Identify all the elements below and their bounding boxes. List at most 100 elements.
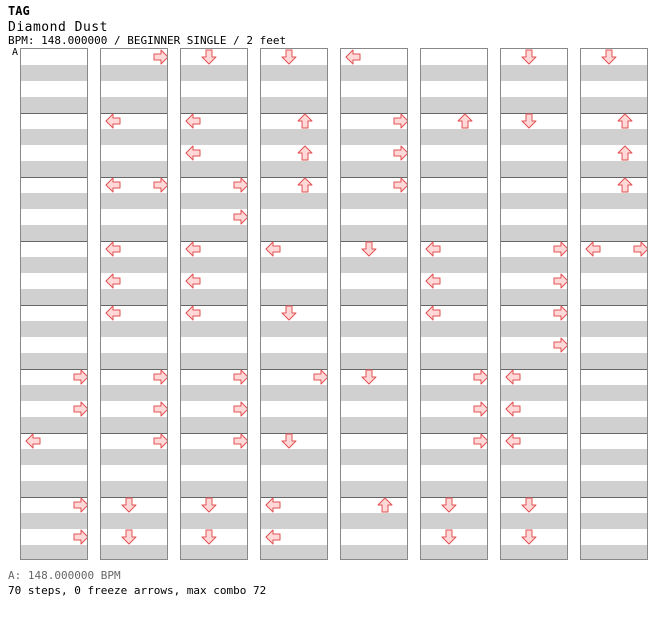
left-arrow-icon <box>425 305 441 321</box>
left-arrow-icon <box>505 401 521 417</box>
beat-band <box>421 225 487 241</box>
right-arrow-icon <box>553 337 567 353</box>
beat-band <box>581 193 647 209</box>
beat-band <box>501 161 567 177</box>
beat-band <box>261 417 327 433</box>
beat-band <box>181 321 247 337</box>
measure-line <box>181 497 247 498</box>
beat-band <box>341 289 407 305</box>
down-arrow-icon <box>281 305 297 321</box>
left-arrow-icon <box>265 529 281 545</box>
right-arrow-icon <box>393 113 407 129</box>
measure-line <box>501 177 567 178</box>
beat-band <box>21 97 87 113</box>
left-arrow-icon <box>105 273 121 289</box>
beat-band <box>181 129 247 145</box>
beat-band <box>341 481 407 497</box>
beat-band <box>341 545 407 559</box>
measure-line <box>261 305 327 306</box>
beat-band <box>581 289 647 305</box>
measure-line <box>341 369 407 370</box>
step-stats: 70 steps, 0 freeze arrows, max combo 72 <box>8 584 267 597</box>
beat-band <box>21 193 87 209</box>
left-arrow-icon <box>425 273 441 289</box>
beat-band <box>581 417 647 433</box>
right-arrow-icon <box>633 241 647 257</box>
measure-line <box>421 241 487 242</box>
measure-line <box>181 305 247 306</box>
up-arrow-icon <box>617 145 633 161</box>
right-arrow-icon <box>73 401 87 417</box>
left-arrow-icon <box>265 241 281 257</box>
measure-line <box>341 305 407 306</box>
right-arrow-icon <box>73 529 87 545</box>
beat-band <box>181 449 247 465</box>
left-arrow-icon <box>185 305 201 321</box>
beat-band <box>101 321 167 337</box>
left-arrow-icon <box>105 177 121 193</box>
beat-band <box>101 257 167 273</box>
measure-line <box>181 433 247 434</box>
measure-line <box>581 241 647 242</box>
measure-line <box>181 369 247 370</box>
beat-band <box>501 417 567 433</box>
beat-band <box>181 257 247 273</box>
measure-line <box>181 177 247 178</box>
beat-band <box>21 161 87 177</box>
beat-band <box>421 129 487 145</box>
beat-band <box>21 129 87 145</box>
down-arrow-icon <box>521 529 537 545</box>
measure-line <box>581 433 647 434</box>
measure-line <box>101 177 167 178</box>
beat-band <box>181 513 247 529</box>
beat-band <box>21 481 87 497</box>
beat-band <box>421 481 487 497</box>
chart-column <box>340 48 408 560</box>
beat-band <box>21 449 87 465</box>
down-arrow-icon <box>441 529 457 545</box>
beat-band <box>261 97 327 113</box>
beat-band <box>21 385 87 401</box>
beat-band <box>581 225 647 241</box>
beat-band <box>181 481 247 497</box>
beat-band <box>261 449 327 465</box>
beat-band <box>21 225 87 241</box>
beat-band <box>101 97 167 113</box>
left-arrow-icon <box>585 241 601 257</box>
beat-band <box>181 225 247 241</box>
chart-info: BPM: 148.000000 / BEGINNER SINGLE / 2 fe… <box>8 34 287 47</box>
measure-line <box>341 241 407 242</box>
beat-band <box>421 385 487 401</box>
beat-band <box>581 353 647 369</box>
beat-band <box>341 161 407 177</box>
beat-band <box>21 321 87 337</box>
down-arrow-icon <box>281 49 297 65</box>
measure-line <box>421 305 487 306</box>
right-arrow-icon <box>153 369 167 385</box>
measure-line <box>341 113 407 114</box>
right-arrow-icon <box>473 433 487 449</box>
measure-line <box>501 113 567 114</box>
left-arrow-icon <box>25 433 41 449</box>
beat-band <box>21 417 87 433</box>
measure-line <box>261 177 327 178</box>
measure-line <box>341 433 407 434</box>
beat-band <box>101 193 167 209</box>
beat-band <box>341 385 407 401</box>
left-arrow-icon <box>505 433 521 449</box>
beat-band <box>341 129 407 145</box>
beat-band <box>101 65 167 81</box>
beat-band <box>421 161 487 177</box>
beat-band <box>581 321 647 337</box>
right-arrow-icon <box>313 369 327 385</box>
measure-line <box>21 369 87 370</box>
measure-line <box>261 241 327 242</box>
beat-band <box>21 65 87 81</box>
down-arrow-icon <box>521 49 537 65</box>
measure-line <box>421 497 487 498</box>
down-arrow-icon <box>521 113 537 129</box>
beat-band <box>421 353 487 369</box>
measure-line <box>101 433 167 434</box>
down-arrow-icon <box>361 369 377 385</box>
beat-band <box>101 513 167 529</box>
